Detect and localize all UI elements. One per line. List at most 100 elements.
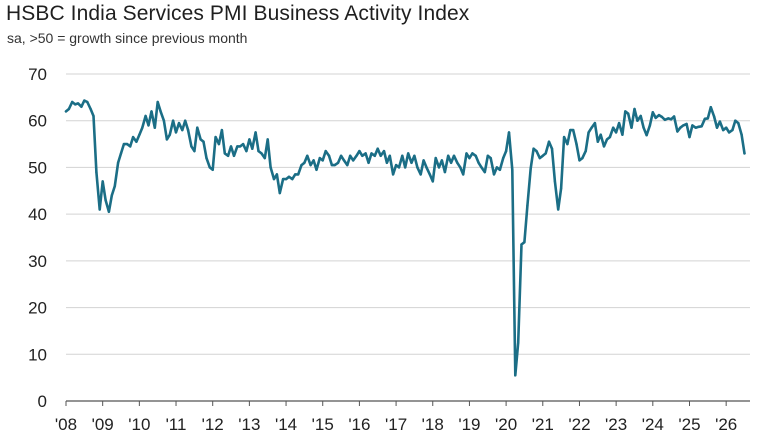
data-point bbox=[498, 168, 502, 171]
data-point bbox=[553, 180, 557, 183]
data-point bbox=[599, 133, 602, 136]
data-point bbox=[80, 105, 83, 108]
data-point bbox=[291, 177, 294, 181]
data-point bbox=[581, 156, 584, 160]
data-point bbox=[477, 161, 480, 164]
data-point bbox=[339, 154, 343, 157]
data-point bbox=[147, 124, 150, 127]
y-tick-label: 0 bbox=[38, 392, 47, 411]
x-tick-label: '17 bbox=[385, 415, 407, 434]
data-point bbox=[486, 154, 489, 157]
data-point bbox=[257, 149, 260, 153]
data-point bbox=[379, 154, 382, 157]
data-point bbox=[456, 161, 459, 164]
x-tick-label: '12 bbox=[202, 415, 224, 434]
data-point bbox=[297, 173, 300, 176]
data-point bbox=[342, 159, 346, 162]
data-point bbox=[648, 124, 652, 127]
data-point bbox=[89, 107, 92, 111]
data-point bbox=[110, 194, 114, 197]
data-point bbox=[315, 168, 318, 171]
data-point bbox=[113, 184, 117, 188]
data-point bbox=[71, 100, 74, 104]
x-tick-label: '21 bbox=[532, 415, 554, 434]
data-point bbox=[712, 115, 716, 118]
data-point bbox=[294, 173, 297, 176]
data-point bbox=[740, 133, 743, 136]
data-point bbox=[303, 161, 306, 164]
data-point bbox=[330, 163, 334, 167]
data-point bbox=[184, 119, 187, 122]
data-point bbox=[526, 204, 529, 207]
gridlines bbox=[66, 73, 750, 355]
data-point bbox=[639, 114, 642, 118]
data-point bbox=[278, 191, 281, 195]
data-point bbox=[419, 173, 422, 176]
data-point bbox=[523, 241, 526, 244]
data-point bbox=[502, 156, 505, 160]
data-point bbox=[651, 111, 654, 114]
data-point bbox=[275, 173, 279, 176]
data-point bbox=[352, 159, 355, 162]
data-point bbox=[566, 142, 569, 146]
data-point bbox=[410, 161, 413, 164]
data-point bbox=[709, 106, 712, 109]
data-point bbox=[281, 177, 285, 181]
data-point bbox=[547, 140, 551, 143]
x-tick-label: '11 bbox=[166, 415, 187, 434]
data-point bbox=[67, 107, 71, 111]
data-point bbox=[324, 149, 327, 153]
data-point bbox=[144, 114, 147, 118]
data-point bbox=[480, 166, 483, 169]
x-tick-label: '14 bbox=[275, 415, 297, 434]
data-point bbox=[333, 163, 336, 167]
series-line bbox=[64, 99, 746, 377]
data-point bbox=[171, 119, 175, 122]
data-point bbox=[471, 152, 474, 155]
data-point bbox=[190, 145, 193, 148]
data-point bbox=[272, 177, 276, 181]
data-point bbox=[361, 154, 364, 157]
data-point bbox=[165, 138, 169, 141]
data-point bbox=[193, 149, 196, 153]
data-point bbox=[156, 100, 159, 104]
data-point bbox=[98, 208, 101, 211]
data-point bbox=[700, 125, 703, 128]
data-point bbox=[703, 117, 707, 121]
data-point bbox=[614, 131, 618, 134]
data-point bbox=[511, 168, 514, 171]
data-point bbox=[437, 166, 441, 169]
data-point bbox=[706, 117, 709, 120]
data-point bbox=[413, 154, 416, 157]
data-point bbox=[602, 145, 606, 148]
data-point bbox=[346, 163, 349, 167]
data-point bbox=[544, 152, 547, 155]
data-point bbox=[355, 154, 358, 157]
data-point bbox=[74, 103, 77, 106]
data-point bbox=[672, 115, 676, 118]
data-point bbox=[217, 142, 221, 146]
data-point bbox=[382, 149, 386, 153]
data-point bbox=[186, 128, 190, 132]
data-point bbox=[397, 166, 401, 169]
data-point bbox=[83, 99, 86, 102]
data-point bbox=[86, 100, 89, 104]
x-tick-label: '09 bbox=[92, 415, 114, 434]
data-point bbox=[174, 131, 178, 134]
data-point bbox=[630, 126, 633, 129]
data-point bbox=[64, 110, 68, 113]
data-point bbox=[694, 126, 697, 129]
data-point bbox=[624, 110, 627, 113]
data-point bbox=[401, 154, 404, 157]
data-point bbox=[131, 135, 135, 139]
data-point bbox=[327, 154, 331, 157]
data-point bbox=[627, 112, 630, 115]
data-point bbox=[336, 161, 340, 164]
data-point bbox=[737, 121, 740, 125]
data-point bbox=[126, 142, 129, 146]
data-point bbox=[645, 134, 648, 137]
data-point bbox=[309, 163, 312, 167]
chart-subtitle: sa, >50 = growth since previous month bbox=[7, 30, 248, 46]
data-point bbox=[287, 175, 291, 178]
y-tick-label: 10 bbox=[28, 345, 47, 364]
